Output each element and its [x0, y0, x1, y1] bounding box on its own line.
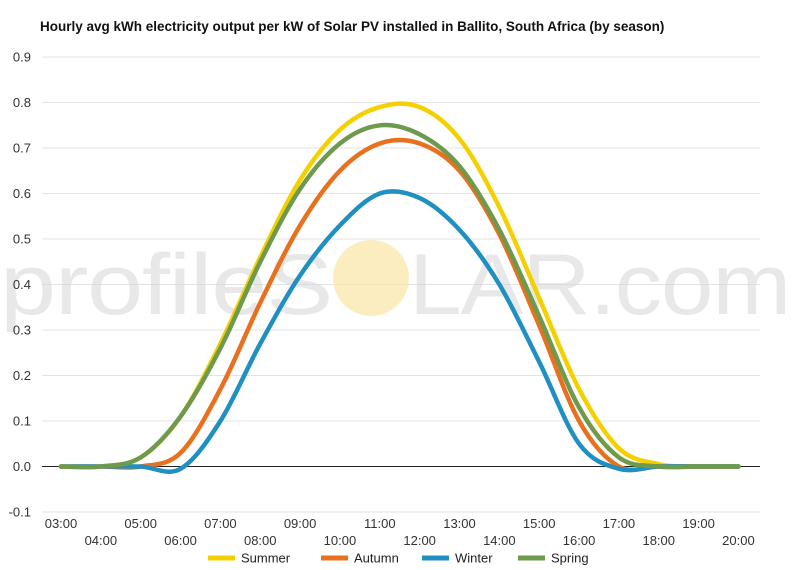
x-tick-label: 14:00: [483, 533, 516, 548]
y-axis-ticks: -0.1 0.0 0.1 0.2 0.3 0.4 0.5 0.6 0.7 0.8 0.9: [9, 50, 31, 520]
y-tick-label: 0.5: [13, 232, 31, 247]
watermark: profileS LAR.com: [0, 237, 791, 333]
x-tick-label: 10:00: [324, 533, 357, 548]
y-tick-label: -0.1: [9, 505, 31, 520]
watermark-text-left: profileS: [0, 237, 332, 333]
chart-title: Hourly avg kWh electricity output per kW…: [40, 19, 665, 34]
x-tick-label: 19:00: [682, 516, 715, 531]
legend-label-autumn: Autumn: [354, 551, 399, 566]
legend-label-summer: Summer: [241, 551, 291, 566]
x-tick-label: 03:00: [45, 516, 78, 531]
legend: Summer Autumn Winter Spring: [208, 551, 589, 566]
watermark-text-right: LAR.com: [409, 237, 790, 333]
x-tick-label: 05:00: [124, 516, 157, 531]
x-tick-label: 15:00: [523, 516, 556, 531]
y-tick-label: 0.1: [13, 414, 31, 429]
y-tick-label: 0.6: [13, 186, 31, 201]
x-tick-label: 09:00: [284, 516, 317, 531]
x-tick-label: 17:00: [603, 516, 636, 531]
y-tick-label: 0.2: [13, 368, 31, 383]
x-tick-label: 12:00: [403, 533, 436, 548]
y-tick-label: 0.4: [13, 277, 31, 292]
y-tick-label: 0.0: [13, 459, 31, 474]
series-line-spring: [58, 122, 741, 470]
y-tick-label: 0.9: [13, 50, 31, 65]
x-tick-label: 13:00: [443, 516, 476, 531]
y-tick-label: 0.7: [13, 141, 31, 156]
x-tick-label: 16:00: [563, 533, 596, 548]
x-tick-label: 08:00: [244, 533, 277, 548]
x-tick-label: 07:00: [204, 516, 237, 531]
x-axis-ticks: 03:00 04:00 05:00 06:00 07:00 08:00 09:00 10:00…: [45, 516, 755, 548]
legend-label-winter: Winter: [455, 551, 493, 566]
x-tick-label: 11:00: [364, 516, 396, 531]
x-tick-label: 04:00: [85, 533, 118, 548]
series-line-winter: [58, 189, 741, 474]
legend-label-spring: Spring: [551, 551, 589, 566]
series-lines: [58, 101, 741, 474]
y-tick-label: 0.8: [13, 95, 31, 110]
y-tick-label: 0.3: [13, 323, 31, 338]
x-tick-label: 06:00: [164, 533, 197, 548]
x-tick-label: 18:00: [642, 533, 675, 548]
x-tick-label: 20:00: [722, 533, 755, 548]
watermark-sun-icon: [333, 240, 409, 316]
